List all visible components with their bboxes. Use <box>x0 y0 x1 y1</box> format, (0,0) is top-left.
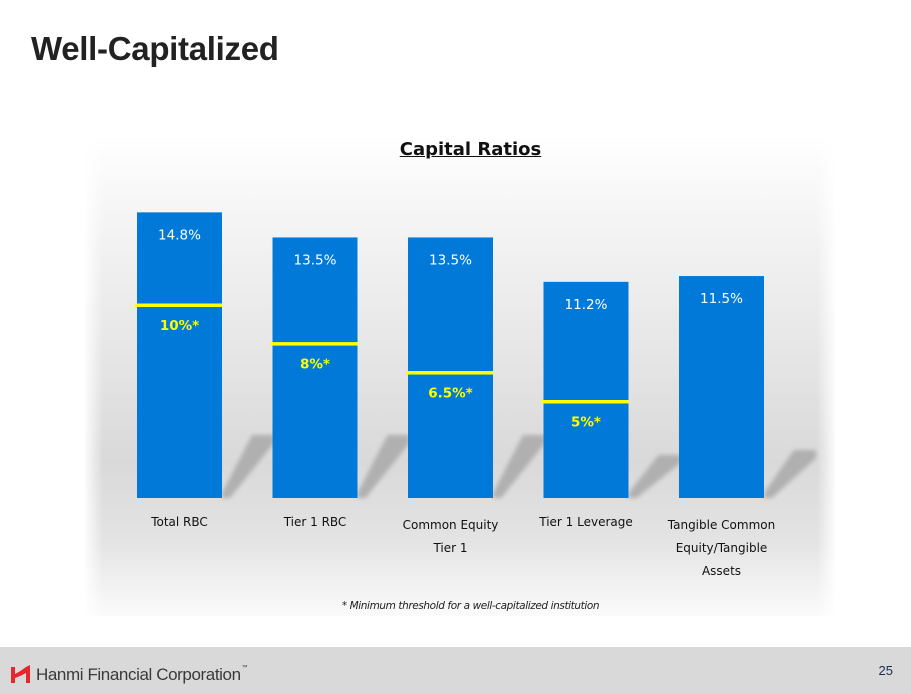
panel-fade-left <box>85 136 103 616</box>
category-label: Tier 1 Leverage <box>538 515 633 529</box>
threshold-label: 10%* <box>160 318 199 334</box>
value-label: 13.5% <box>429 252 472 268</box>
category-label: Common Equity <box>403 518 499 532</box>
value-label: 11.5% <box>700 291 743 307</box>
chart-title: Capital Ratios <box>399 139 542 160</box>
threshold-label: 8%* <box>300 357 330 373</box>
threshold-label: 6.5%* <box>428 386 473 402</box>
footnote: * Minimum threshold for a well-capitaliz… <box>341 600 600 612</box>
bar-2 <box>408 237 493 498</box>
category-label: Total RBC <box>150 515 208 529</box>
threshold-line <box>406 371 493 375</box>
hanmi-logo-icon <box>11 665 30 683</box>
page-number: 25 <box>878 663 893 678</box>
value-label: 13.5% <box>294 252 337 268</box>
bar-shadow <box>222 435 274 498</box>
trademark: ™ <box>241 665 248 671</box>
footer-bar: Hanmi Financial Corporation™ 25 <box>0 647 911 694</box>
bar-0 <box>137 212 222 499</box>
page-title: Well-Capitalized <box>31 30 279 67</box>
category-label: Assets <box>702 564 741 578</box>
labels-group: 14.8% 10%* Total RBC 13.5% 8%* Tier 1 RBC 13.5… <box>150 227 775 578</box>
bars-group <box>135 212 764 499</box>
category-label: Equity/Tangible <box>676 541 768 555</box>
bar-shadow <box>493 435 545 498</box>
value-label: 11.2% <box>565 297 608 313</box>
threshold-line <box>270 342 358 346</box>
category-label: Tier 1 RBC <box>283 515 347 529</box>
panel-fade-right <box>817 136 835 616</box>
threshold-line <box>541 400 629 404</box>
bar-1 <box>272 237 358 498</box>
company-name: Hanmi Financial Corporation™ <box>36 665 248 685</box>
threshold-line <box>135 303 222 307</box>
bar-shadows <box>222 435 816 498</box>
value-label: 14.8% <box>158 227 201 243</box>
bar-shadow <box>357 435 410 498</box>
company-name-text: Hanmi Financial Corporation <box>36 665 241 684</box>
bar-4 <box>679 276 764 498</box>
category-label: Tier 1 <box>432 541 467 555</box>
bar-3 <box>543 281 629 498</box>
category-label: Tangible Common <box>667 518 775 532</box>
bar-shadow <box>764 450 816 498</box>
threshold-label: 5%* <box>571 415 601 431</box>
bar-shadow <box>628 455 681 498</box>
